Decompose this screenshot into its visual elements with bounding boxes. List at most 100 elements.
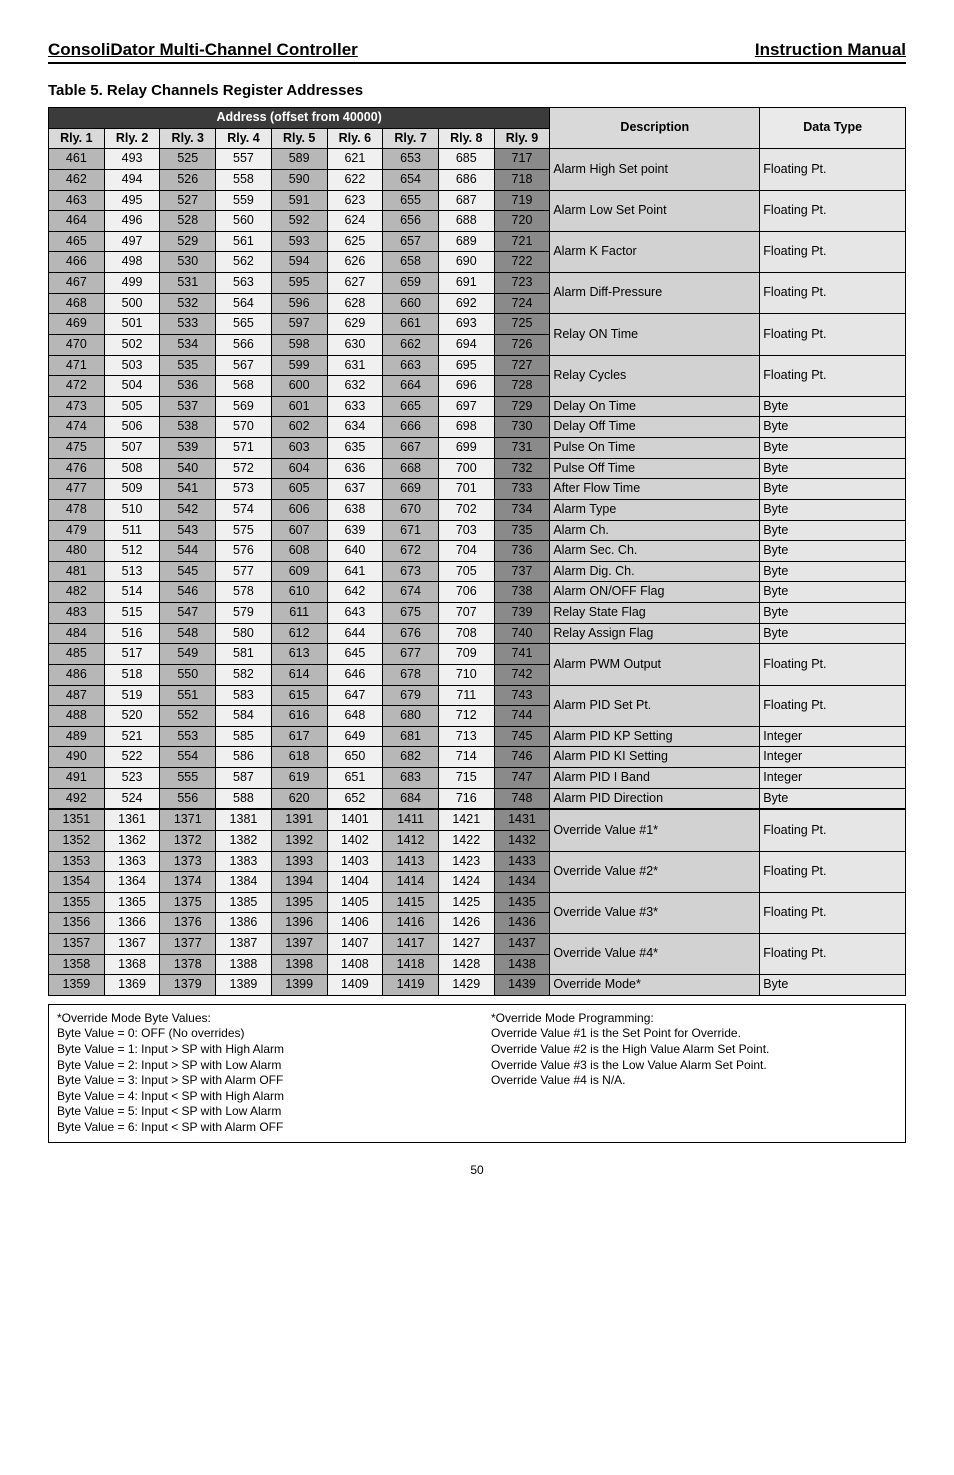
footnote-line: Override Value #4 is N/A. — [491, 1073, 897, 1089]
reg-cell: 628 — [327, 293, 383, 314]
dtype-cell: Floating Pt. — [760, 231, 906, 272]
dtype-cell: Byte — [760, 561, 906, 582]
reg-cell: 728 — [494, 376, 550, 397]
reg-cell: 472 — [49, 376, 105, 397]
reg-cell: 615 — [271, 685, 327, 706]
reg-cell: 709 — [438, 644, 494, 665]
reg-cell: 1357 — [49, 934, 105, 955]
reg-cell: 530 — [160, 252, 216, 273]
reg-cell: 666 — [383, 417, 439, 438]
reg-cell: 1411 — [383, 809, 439, 830]
reg-cell: 661 — [383, 314, 439, 335]
table-body: 461493525557589621653685717Alarm High Se… — [49, 149, 906, 996]
reg-cell: 566 — [216, 334, 272, 355]
footnote-line: Byte Value = 2: Input > SP with Low Alar… — [57, 1058, 463, 1074]
reg-cell: 542 — [160, 499, 216, 520]
reg-cell: 497 — [104, 231, 160, 252]
reg-cell: 690 — [438, 252, 494, 273]
table-row: 135113611371138113911401141114211431Over… — [49, 809, 906, 830]
reg-cell: 1356 — [49, 913, 105, 934]
desc-cell: Relay Cycles — [550, 355, 760, 396]
dtype-cell: Byte — [760, 520, 906, 541]
reg-cell: 1365 — [104, 892, 160, 913]
reg-cell: 474 — [49, 417, 105, 438]
desc-cell: Alarm Ch. — [550, 520, 760, 541]
reg-cell: 669 — [383, 479, 439, 500]
reg-cell: 731 — [494, 438, 550, 459]
reg-cell: 593 — [271, 231, 327, 252]
reg-cell: 1381 — [216, 809, 272, 830]
reg-cell: 717 — [494, 149, 550, 170]
reg-cell: 703 — [438, 520, 494, 541]
reg-cell: 725 — [494, 314, 550, 335]
reg-cell: 742 — [494, 664, 550, 685]
reg-cell: 696 — [438, 376, 494, 397]
reg-cell: 1352 — [49, 830, 105, 851]
reg-cell: 1392 — [271, 830, 327, 851]
reg-cell: 1387 — [216, 934, 272, 955]
reg-cell: 484 — [49, 623, 105, 644]
reg-cell: 531 — [160, 273, 216, 294]
reg-cell: 611 — [271, 603, 327, 624]
reg-cell: 720 — [494, 211, 550, 232]
reg-cell: 609 — [271, 561, 327, 582]
table-row: 461493525557589621653685717Alarm High Se… — [49, 149, 906, 170]
reg-cell: 480 — [49, 541, 105, 562]
reg-cell: 682 — [383, 747, 439, 768]
footnote-line: Override Value #3 is the Low Value Alarm… — [491, 1058, 897, 1074]
reg-cell: 580 — [216, 623, 272, 644]
reg-cell: 547 — [160, 603, 216, 624]
dtype-cell: Byte — [760, 396, 906, 417]
desc-cell: Override Value #1* — [550, 809, 760, 851]
reg-cell: 677 — [383, 644, 439, 665]
reg-cell: 586 — [216, 747, 272, 768]
reg-cell: 1388 — [216, 954, 272, 975]
reg-cell: 1363 — [104, 851, 160, 872]
reg-cell: 495 — [104, 190, 160, 211]
desc-cell: Alarm PID I Band — [550, 768, 760, 789]
reg-cell: 595 — [271, 273, 327, 294]
reg-cell: 1436 — [494, 913, 550, 934]
reg-cell: 571 — [216, 438, 272, 459]
dtype-cell: Floating Pt. — [760, 355, 906, 396]
reg-cell: 473 — [49, 396, 105, 417]
reg-cell: 579 — [216, 603, 272, 624]
dtype-cell: Integer — [760, 726, 906, 747]
table-row: 477509541573605637669701733After Flow Ti… — [49, 479, 906, 500]
register-table: Address (offset from 40000) Description … — [48, 107, 906, 996]
reg-cell: 702 — [438, 499, 494, 520]
reg-cell: 620 — [271, 788, 327, 809]
reg-cell: 559 — [216, 190, 272, 211]
table-row: 483515547579611643675707739Relay State F… — [49, 603, 906, 624]
reg-cell: 726 — [494, 334, 550, 355]
reg-cell: 614 — [271, 664, 327, 685]
reg-cell: 1368 — [104, 954, 160, 975]
reg-cell: 645 — [327, 644, 383, 665]
reg-cell: 1425 — [438, 892, 494, 913]
reg-cell: 502 — [104, 334, 160, 355]
table-row: 481513545577609641673705737Alarm Dig. Ch… — [49, 561, 906, 582]
table-title: Table 5. Relay Channels Register Address… — [48, 82, 906, 99]
dtype-cell: Floating Pt. — [760, 190, 906, 231]
reg-cell: 511 — [104, 520, 160, 541]
reg-cell: 1419 — [383, 975, 439, 996]
reg-cell: 519 — [104, 685, 160, 706]
reg-cell: 707 — [438, 603, 494, 624]
reg-cell: 584 — [216, 706, 272, 727]
reg-cell: 523 — [104, 768, 160, 789]
reg-cell: 1438 — [494, 954, 550, 975]
reg-cell: 1353 — [49, 851, 105, 872]
reg-cell: 626 — [327, 252, 383, 273]
reg-cell: 567 — [216, 355, 272, 376]
reg-cell: 510 — [104, 499, 160, 520]
reg-cell: 501 — [104, 314, 160, 335]
reg-cell: 1426 — [438, 913, 494, 934]
desc-cell: Pulse Off Time — [550, 458, 760, 479]
reg-cell: 721 — [494, 231, 550, 252]
reg-cell: 1434 — [494, 872, 550, 893]
dtype-cell: Byte — [760, 458, 906, 479]
reg-cell: 748 — [494, 788, 550, 809]
reg-cell: 1407 — [327, 934, 383, 955]
reg-cell: 471 — [49, 355, 105, 376]
desc-cell: Alarm PID Direction — [550, 788, 760, 809]
